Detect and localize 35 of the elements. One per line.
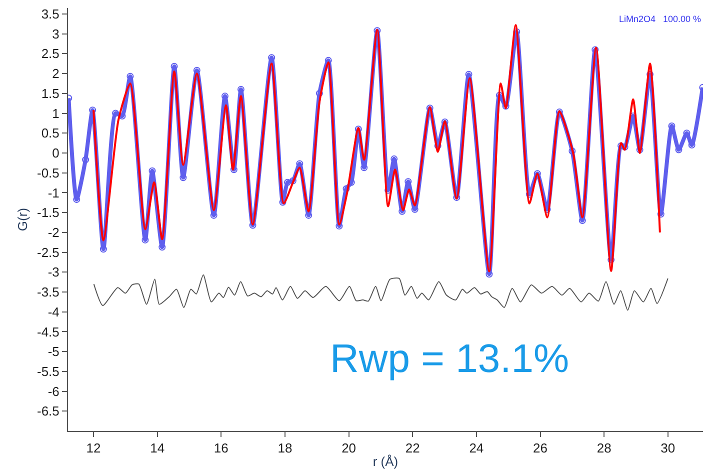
x-tick-label: 20 — [342, 440, 356, 456]
annotation: LiMn2O4 100.00 % — [619, 14, 702, 24]
x-tick-label: 16 — [214, 440, 228, 456]
y-tick-label: -1.5 — [36, 205, 60, 220]
x-tick-label: 14 — [150, 440, 165, 456]
y-tick-label: -0.5 — [36, 165, 60, 180]
y-tick-label: -3 — [48, 264, 60, 280]
y-tick-label: -4 — [48, 304, 60, 320]
x-tick-label: 18 — [278, 440, 292, 456]
y-tick-label: -6 — [48, 384, 60, 399]
y-tick-label: -5.5 — [36, 364, 60, 379]
y-tick-label: -2 — [48, 224, 60, 240]
x-axis-title: r (Å) — [372, 454, 398, 469]
y-tick-label: 2.5 — [41, 46, 60, 62]
x-tick-label: 24 — [469, 440, 484, 456]
y-tick-label: 1 — [52, 106, 60, 121]
y-tick-label: 0 — [52, 146, 60, 161]
x-tick-label: 30 — [660, 440, 676, 456]
y-tick-label: 1.5 — [41, 86, 60, 101]
y-tick-label: -6.5 — [36, 404, 60, 419]
x-tick-label: 28 — [596, 440, 612, 456]
y-tick-label: 3.5 — [41, 6, 60, 22]
x-tick-label: 22 — [405, 440, 420, 456]
y-tick-label: 0.5 — [41, 126, 60, 141]
y-tick-label: 2 — [52, 66, 60, 82]
x-tick-label: 12 — [86, 440, 101, 456]
y-tick-label: -3.5 — [36, 284, 60, 300]
annotation: Rwp = 13.1% — [330, 337, 570, 381]
y-tick-label: -5 — [48, 344, 60, 360]
x-tick-label: 26 — [533, 440, 548, 456]
y-axis-title: G(r) — [14, 208, 30, 232]
y-tick-label: -2.5 — [36, 244, 60, 260]
y-tick-label: 3 — [52, 26, 60, 42]
y-tick-label: -4.5 — [36, 324, 60, 340]
y-tick-label: -1 — [48, 185, 60, 200]
